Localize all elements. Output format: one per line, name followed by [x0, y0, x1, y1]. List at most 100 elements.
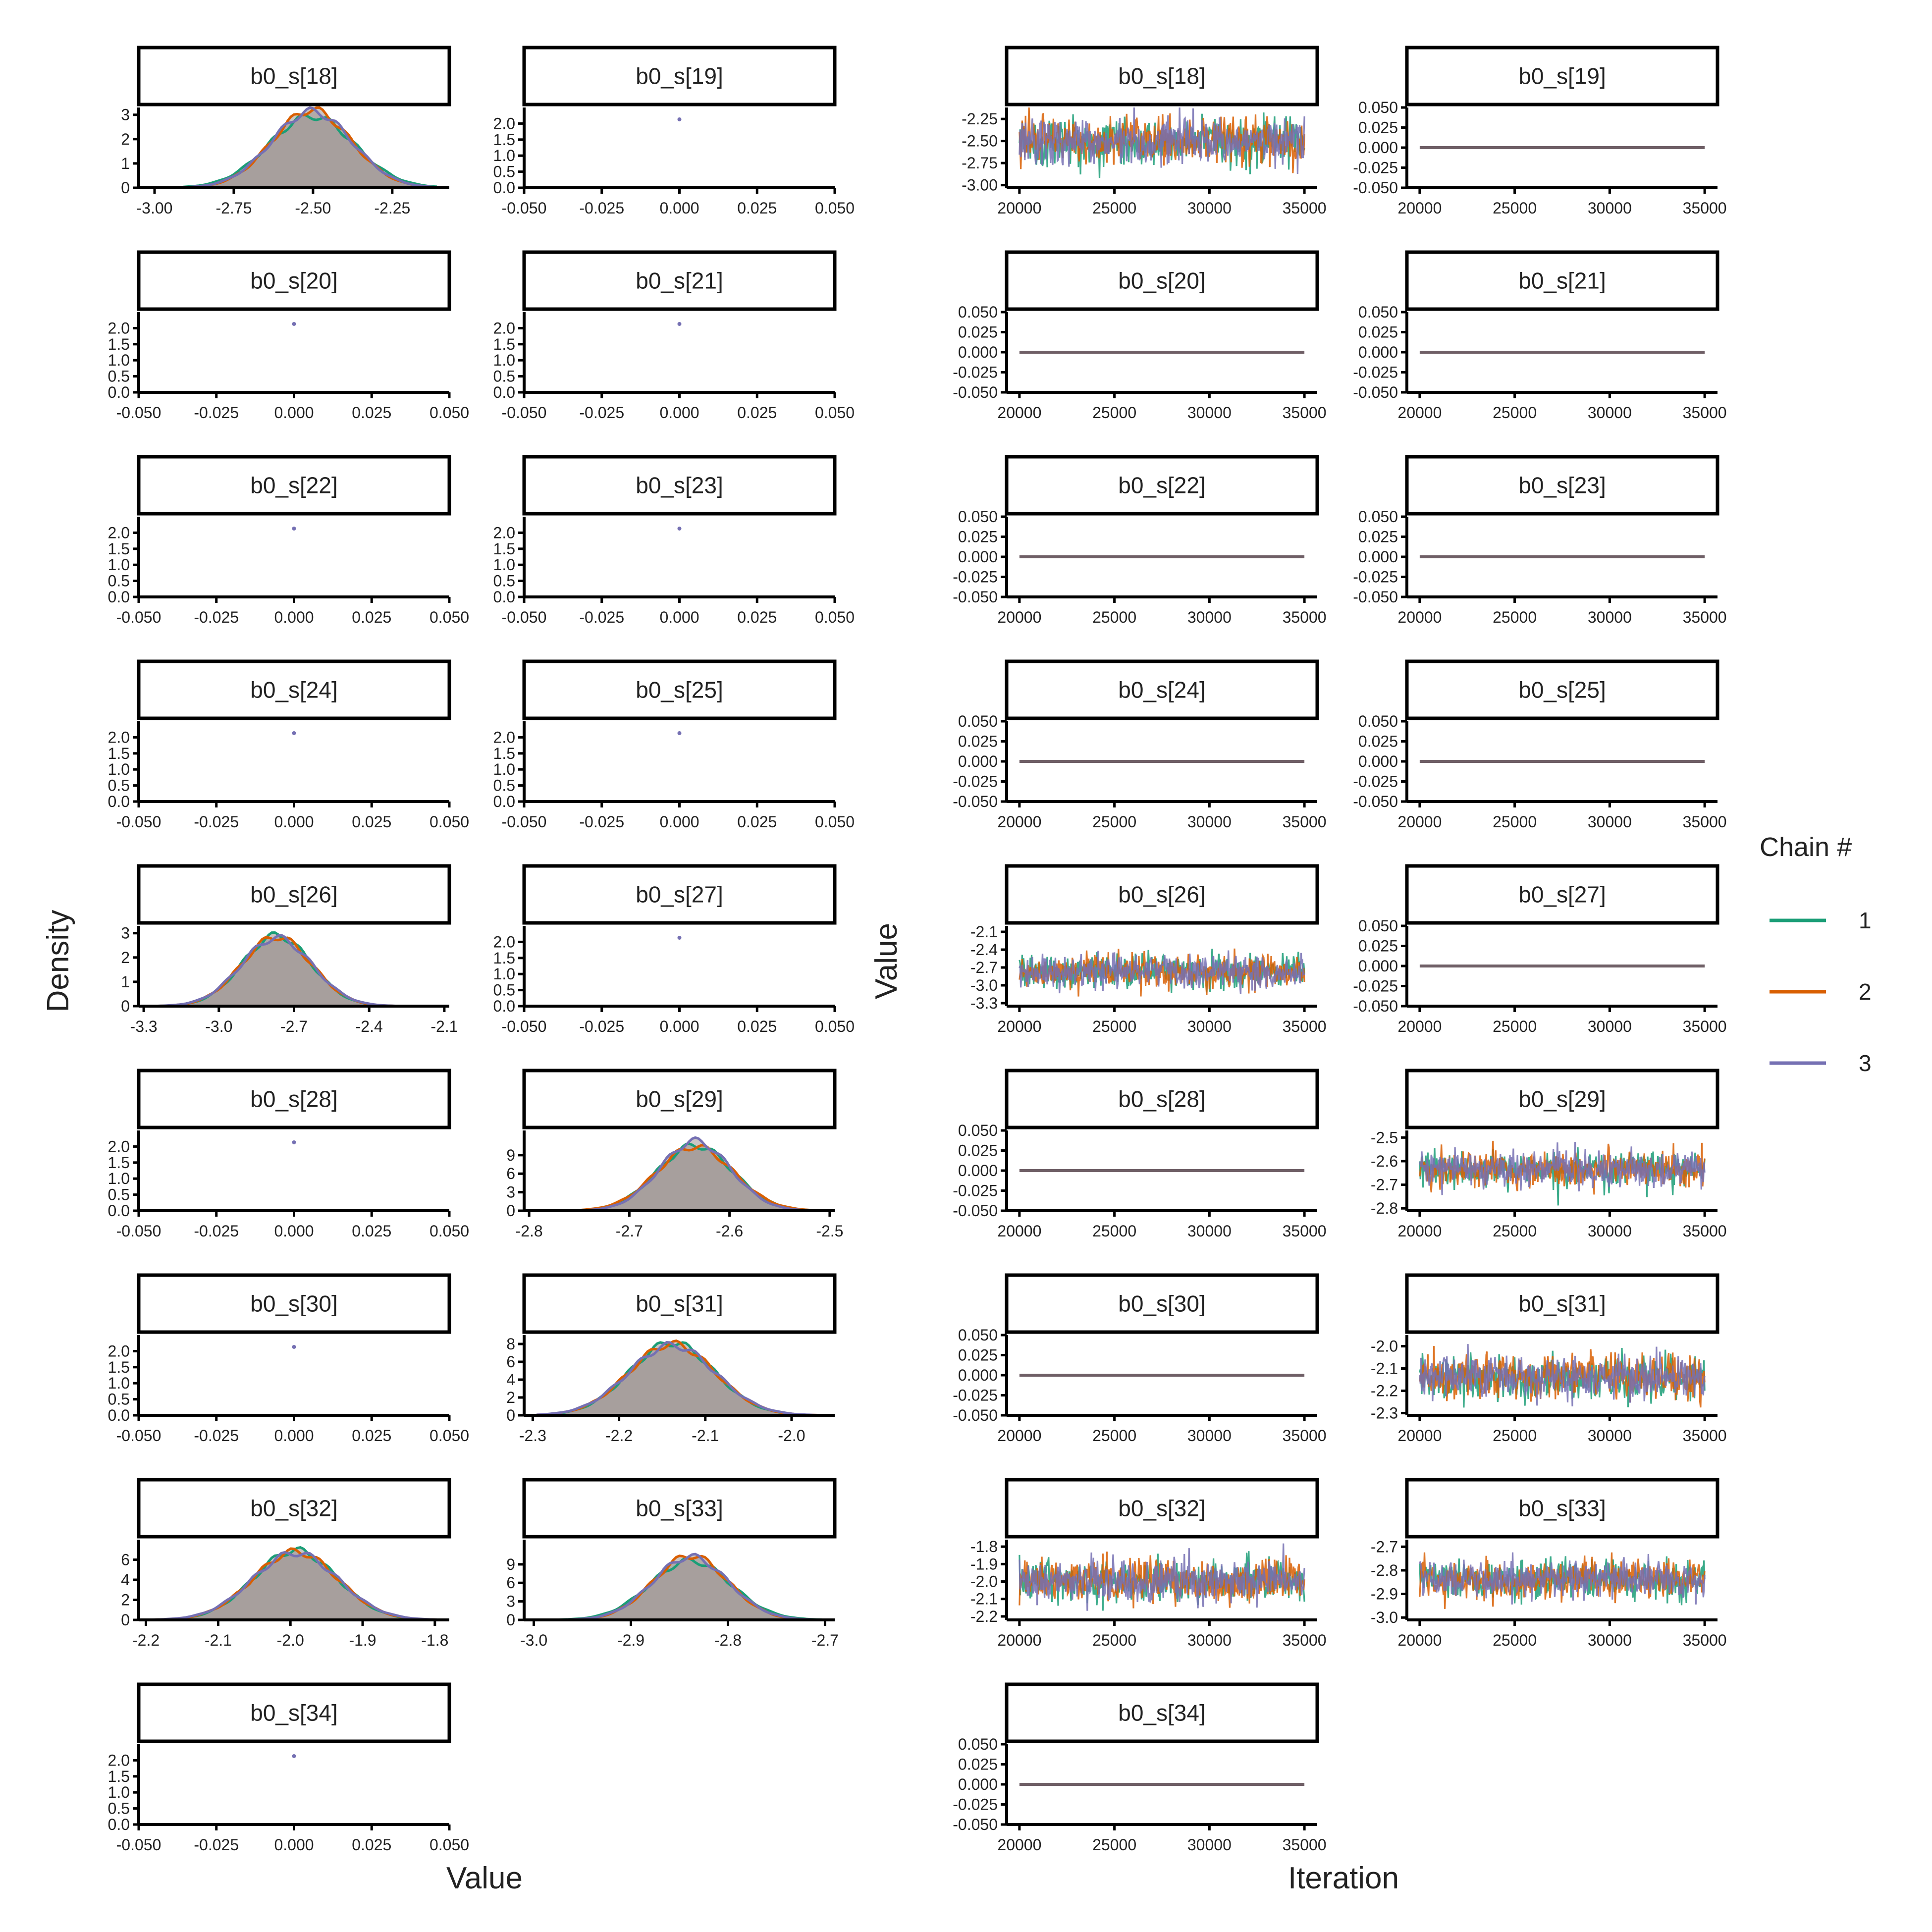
- x-tick-label: 0.025: [352, 1222, 391, 1240]
- y-tick-label: 0.050: [1358, 99, 1398, 116]
- density-panel: b0_s[19] -0.050 -0.025 0.000 0.025 0.050 0.00.…: [493, 46, 855, 217]
- x-tick-label: -3.0: [520, 1631, 547, 1649]
- y-tick-label: 0.5: [108, 1800, 130, 1818]
- y-tick-label: -2.4: [970, 941, 998, 959]
- y-tick-label: 1.5: [493, 540, 515, 558]
- strip-box: [522, 46, 837, 107]
- trace-line-chain-3: [1019, 107, 1305, 174]
- y-tick-label: 0.025: [1358, 528, 1398, 546]
- strip-label: b0_s[21]: [636, 268, 723, 294]
- y-tick-label: 0.0: [108, 383, 130, 401]
- density-point: [292, 731, 296, 735]
- x-tick-label: 0.025: [352, 608, 391, 626]
- x-tick-label: -0.050: [502, 1018, 547, 1035]
- strip-box: [1405, 864, 1719, 925]
- density-point: [292, 1754, 296, 1758]
- density-line-chain-3: [536, 1341, 822, 1417]
- strip-box: [1005, 1273, 1319, 1334]
- y-tick-label: -2.25: [962, 110, 998, 128]
- x-tick-label: 0.050: [429, 813, 469, 831]
- density-panel: b0_s[26] -3.3 -3.0 -2.7 -2.4 -2.1 0 1 2 3: [121, 864, 458, 1035]
- trace-line-chain-3: [1019, 1543, 1305, 1611]
- trace-panel: b0_s[19] 20000 25000 30000 35000 -0.050 -0.025…: [1353, 46, 1727, 217]
- x-tick-label: -3.0: [205, 1018, 232, 1035]
- y-tick-label: 0.5: [493, 163, 515, 181]
- y-tick-label: 6: [506, 1574, 515, 1592]
- y-tick-label: 0.050: [1358, 508, 1398, 526]
- y-tick-label: 1.5: [493, 745, 515, 762]
- y-tick-label: 9: [506, 1146, 515, 1164]
- trace-panel: b0_s[28] 20000 25000 30000 35000 -0.050 -0.025…: [953, 1069, 1327, 1240]
- y-tick-label: 0.000: [958, 1366, 998, 1384]
- y-tick-label: -2.75: [962, 154, 998, 172]
- x-tick-label: 35000: [1683, 1018, 1727, 1035]
- x-tick-label: 0.000: [274, 813, 314, 831]
- y-tick-label: 2: [121, 130, 130, 148]
- x-tick-label: -0.025: [579, 404, 624, 422]
- y-tick-label: -0.050: [953, 588, 998, 606]
- x-tick-label: -0.050: [116, 1222, 161, 1240]
- y-tick-label: 0.025: [1358, 733, 1398, 751]
- x-tick-label: -2.3: [519, 1427, 546, 1445]
- x-tick-label: 0.000: [659, 199, 699, 217]
- strip-label: b0_s[21]: [1518, 268, 1606, 294]
- x-tick-label: 35000: [1283, 1631, 1327, 1649]
- x-tick-label: -2.5: [816, 1222, 843, 1240]
- x-tick-label: -2.2: [132, 1631, 160, 1649]
- y-tick-label: 0.000: [958, 1775, 998, 1793]
- x-tick-label: 0.025: [737, 199, 777, 217]
- density-point: [292, 1344, 296, 1349]
- strip-label: b0_s[20]: [250, 268, 337, 294]
- density-point: [292, 526, 296, 531]
- y-tick-label: -0.025: [953, 773, 998, 791]
- y-tick-label: 3: [506, 1593, 515, 1610]
- strip-label: b0_s[22]: [250, 473, 337, 498]
- strip-label: b0_s[32]: [250, 1496, 337, 1521]
- y-tick-label: 0.5: [493, 777, 515, 795]
- y-tick-label: 0.025: [958, 1346, 998, 1364]
- x-tick-label: -2.6: [716, 1222, 743, 1240]
- y-tick-label: 2.0: [108, 728, 130, 746]
- y-tick-label: -2.6: [1371, 1152, 1398, 1170]
- y-tick-label: 2.0: [108, 1137, 130, 1155]
- y-tick-label: 0.050: [958, 508, 998, 526]
- y-tick-label: 1.0: [493, 556, 515, 574]
- y-tick-label: 0.000: [1358, 957, 1398, 975]
- x-tick-label: 30000: [1588, 199, 1632, 217]
- x-tick-label: 35000: [1683, 608, 1727, 626]
- density-fill: [537, 1342, 822, 1415]
- x-tick-label: 30000: [1588, 608, 1632, 626]
- x-tick-label: 20000: [1397, 404, 1442, 422]
- y-tick-label: 0.5: [108, 1186, 130, 1204]
- y-tick-label: 0.025: [958, 733, 998, 751]
- density-x-axis-title: Value: [446, 1861, 523, 1895]
- y-tick-label: 3: [121, 106, 130, 124]
- density-panel: b0_s[21] -0.050 -0.025 0.000 0.025 0.050 0.00.…: [493, 250, 855, 422]
- x-tick-label: 25000: [1092, 813, 1136, 831]
- density-line-chain-3: [151, 106, 437, 189]
- y-tick-label: -1.9: [970, 1555, 998, 1573]
- y-tick-label: -2.0: [970, 1573, 998, 1591]
- x-tick-label: 0.000: [274, 1836, 314, 1854]
- y-tick-label: -0.025: [953, 568, 998, 586]
- y-tick-label: 0.5: [108, 368, 130, 385]
- y-tick-label: 0.0: [108, 1816, 130, 1833]
- y-tick-label: -0.025: [1353, 568, 1398, 586]
- trace-line-chain-3: [1419, 1142, 1706, 1195]
- y-tick-label: 0.0: [493, 588, 515, 606]
- x-tick-label: 35000: [1683, 404, 1727, 422]
- y-tick-label: -0.025: [1353, 977, 1398, 995]
- x-tick-label: 30000: [1187, 813, 1232, 831]
- x-tick-label: -3.00: [137, 199, 173, 217]
- y-tick-label: 1.5: [108, 335, 130, 353]
- legend-title: Chain #: [1760, 832, 1852, 862]
- density-panel: b0_s[30] -0.050 -0.025 0.000 0.025 0.050 0.00.…: [108, 1273, 469, 1445]
- y-tick-label: 0.5: [108, 777, 130, 795]
- x-tick-label: -2.50: [295, 199, 331, 217]
- strip-label: b0_s[31]: [636, 1291, 723, 1317]
- y-tick-label: 0.0: [108, 1202, 130, 1220]
- y-tick-label: 1.5: [108, 745, 130, 762]
- strip-label: b0_s[23]: [1518, 473, 1606, 498]
- y-tick-label: 0.000: [958, 1162, 998, 1180]
- strip-box: [1005, 659, 1319, 720]
